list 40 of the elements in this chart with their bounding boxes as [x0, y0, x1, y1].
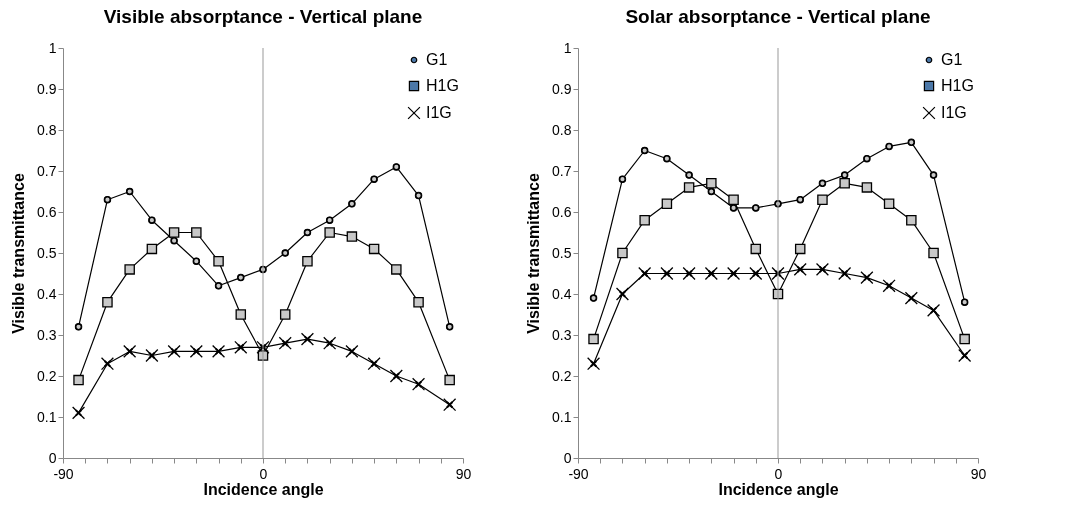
x-tick-label: 90 — [455, 465, 472, 482]
y-tick-label: 0.3 — [552, 326, 572, 343]
y-tick-label: 0.6 — [552, 203, 572, 220]
y-tick-label: 0.4 — [552, 285, 572, 302]
y-tick-label: 1 — [563, 39, 572, 56]
legend-label: G1 — [426, 51, 448, 68]
y-tick-label: 0.3 — [37, 326, 57, 343]
y-tick-label: 0 — [563, 449, 572, 466]
y-axis-title: Visible transmittance — [10, 173, 28, 334]
legend-label: I1G — [941, 104, 967, 121]
chart-title: Solar absorptance - Vertical plane — [625, 6, 931, 27]
y-tick-label: 0.5 — [37, 244, 57, 261]
x-tick-label: -90 — [53, 465, 74, 482]
y-tick-label: 1 — [48, 39, 57, 56]
y-tick-label: 0.8 — [37, 121, 57, 138]
y-tick-label: 0.9 — [37, 80, 57, 97]
y-tick-label: 0.7 — [552, 162, 572, 179]
legend-label: I1G — [426, 104, 452, 121]
y-tick-label: 0.5 — [552, 244, 572, 261]
legend-label: H1G — [426, 77, 459, 94]
y-tick-label: 0.7 — [37, 162, 57, 179]
legend-label: H1G — [941, 77, 974, 94]
y-axis-title: Visible transmittance — [525, 173, 543, 334]
y-tick-label: 0.1 — [37, 408, 57, 425]
x-tick-label: 90 — [970, 465, 987, 482]
y-tick-label: 0.6 — [37, 203, 57, 220]
x-tick-label: 0 — [774, 465, 783, 482]
x-tick-label: 0 — [259, 465, 268, 482]
y-tick-label: 0.2 — [552, 367, 572, 384]
chart-title: Visible absorptance - Vertical plane — [103, 6, 423, 27]
x-tick-label: -90 — [568, 465, 589, 482]
x-axis-title: Incidence angle — [718, 480, 839, 498]
x-axis-title: Incidence angle — [203, 480, 324, 498]
y-tick-label: 0.4 — [37, 285, 57, 302]
y-tick-label: 0 — [48, 449, 57, 466]
y-tick-label: 0.2 — [37, 367, 57, 384]
legend-label: G1 — [941, 51, 963, 68]
y-tick-label: 0.9 — [552, 80, 572, 97]
y-tick-label: 0.1 — [552, 408, 572, 425]
y-tick-label: 0.8 — [552, 121, 572, 138]
